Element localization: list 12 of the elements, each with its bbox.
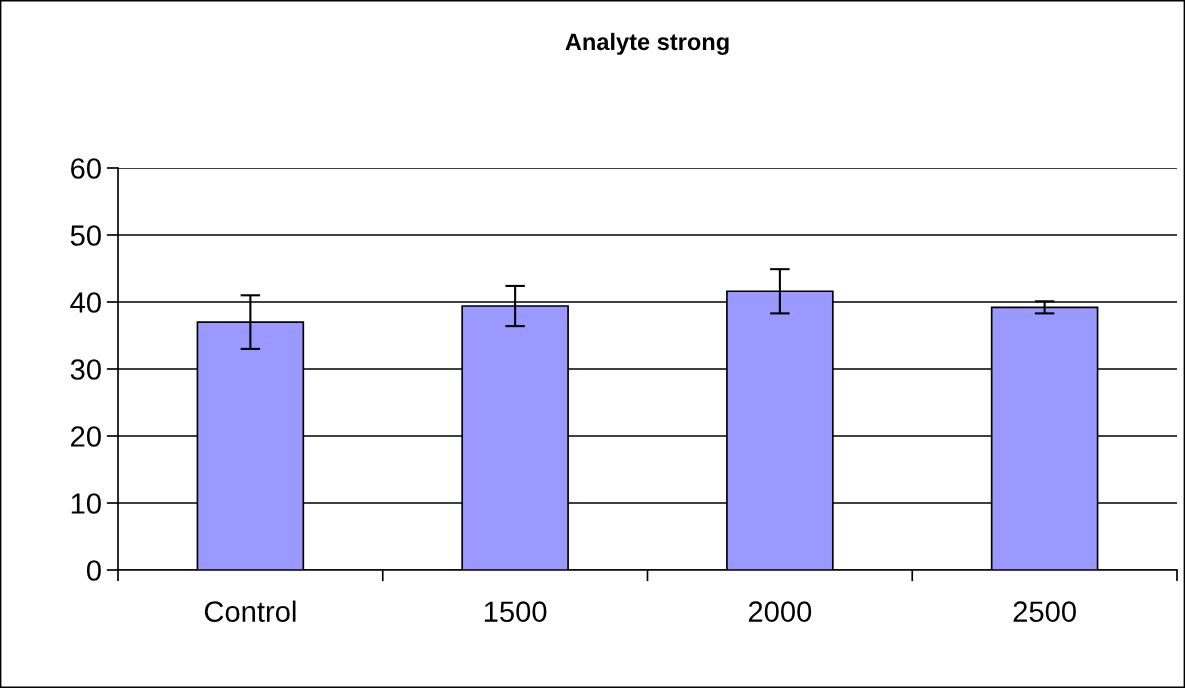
y-tick-label: 30: [70, 359, 101, 380]
y-tick-label: 20: [71, 426, 101, 447]
y-tick-label: 0: [86, 560, 101, 581]
x-tick-label: 2500: [1013, 601, 1076, 622]
y-tick-label: 10: [71, 493, 101, 514]
y-tick-label: 40: [70, 292, 101, 313]
chart-title: Analyte strong: [565, 32, 729, 55]
y-tick-label: 60: [71, 158, 101, 179]
x-tick-label: Control: [204, 600, 296, 622]
x-tick-label: 2000: [748, 601, 812, 622]
x-tick-label: 1500: [484, 601, 547, 622]
y-tick-label: 50: [70, 225, 101, 246]
